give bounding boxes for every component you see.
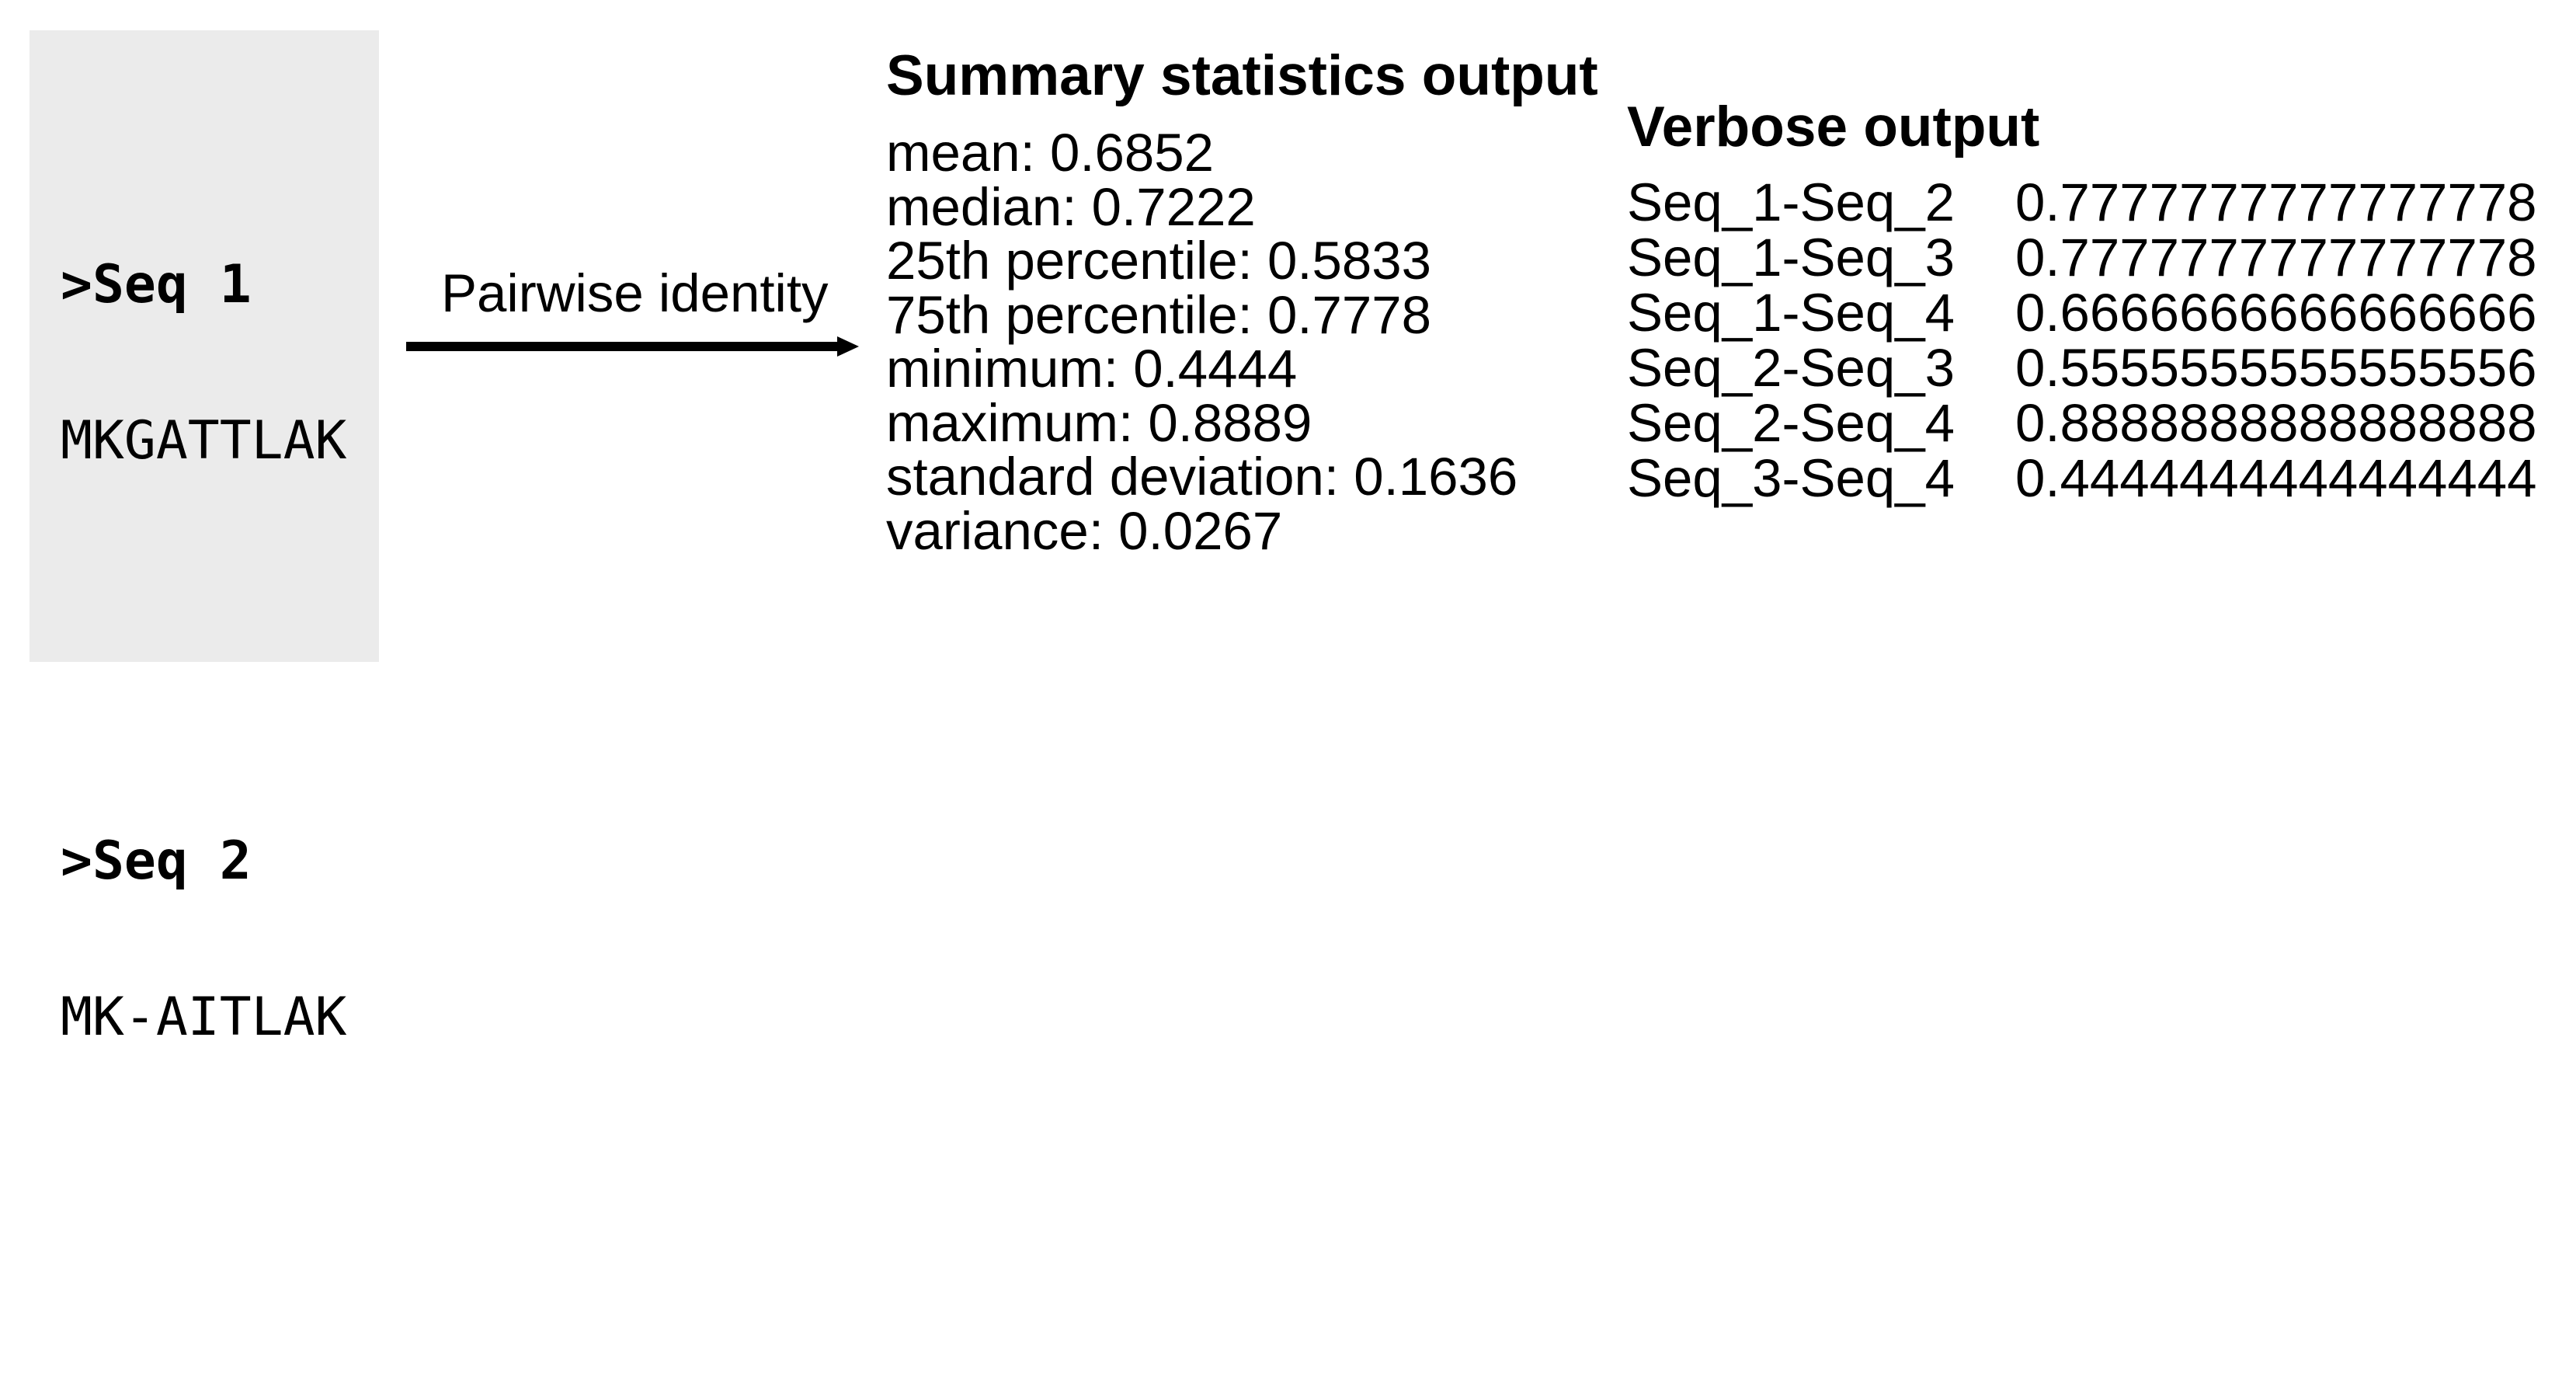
stat-value: 0.0267	[1118, 500, 1283, 561]
stats-list: mean: 0.6852 median: 0.7222 25th percent…	[886, 126, 1598, 558]
pair-label: Seq_1-Seq_4	[1627, 283, 1955, 343]
arrow-head-icon	[837, 336, 859, 357]
stat-separator: :	[1237, 231, 1267, 291]
fasta-record: >Seq 2 MK-AITLAK	[61, 731, 379, 1147]
stat-line: mean: 0.6852	[886, 126, 1598, 180]
verbose-row: Seq_3-Seq_4 0.4444444444444444	[1627, 451, 2537, 506]
fasta-input-panel: >Seq 1 MKGATTLAK >Seq 2 MK-AITLAK >Seq 3…	[30, 30, 379, 1044]
summary-output-panel: Summary statistics output mean: 0.6852 m…	[886, 47, 1598, 558]
stat-value: 0.6852	[1049, 123, 1214, 183]
fasta-header: >Seq 2	[61, 830, 252, 892]
verbose-title: Verbose output	[1627, 96, 2040, 158]
stat-separator: :	[1103, 339, 1134, 399]
stat-value: 0.5833	[1267, 231, 1432, 291]
stat-value: 0.4444	[1133, 339, 1298, 399]
stat-separator: :	[1323, 447, 1354, 507]
pair-label: Seq_2-Seq_4	[1627, 393, 1955, 453]
stat-line: maximum: 0.8889	[886, 392, 1598, 453]
verbose-output-panel: Verbose output Seq_1-Seq_2 0.777777777777…	[1627, 96, 2537, 507]
stat-value: 0.7778	[1267, 284, 1432, 345]
stat-line: median: 0.7222	[886, 176, 1598, 237]
stat-line: 75th percentile: 0.7778	[886, 284, 1598, 345]
pair-label: Seq_2-Seq_3	[1627, 338, 1955, 398]
stat-separator: :	[1088, 500, 1119, 561]
stat-value: 0.8889	[1148, 392, 1312, 453]
summary-title: Summary statistics output	[886, 44, 1598, 107]
pair-label: Seq_1-Seq_3	[1627, 228, 1955, 287]
pair-value: 0.7777777777777778	[2015, 172, 2537, 232]
stat-label: 75th percentile	[886, 284, 1238, 345]
stat-label: 25th percentile	[886, 231, 1238, 291]
pair-label: Seq_3-Seq_4	[1627, 448, 1955, 508]
stat-label: mean	[886, 123, 1020, 183]
stat-label: median	[886, 176, 1062, 237]
stat-label: maximum	[886, 392, 1119, 453]
verbose-row: Seq_1-Seq_4 0.6666666666666666	[1627, 285, 2537, 340]
fasta-sequence: MK-AITLAK	[61, 987, 347, 1048]
stat-line: minimum: 0.4444	[886, 342, 1598, 396]
pair-value: 0.4444444444444444	[2015, 448, 2537, 508]
fasta-record: >Seq 3 MKGATT--K	[61, 1307, 379, 1389]
fasta-record: >Seq 1 MKGATTLAK	[61, 155, 379, 571]
stat-line: standard deviation: 0.1636	[886, 450, 1598, 504]
stat-line: 25th percentile: 0.5833	[886, 234, 1598, 288]
figure-canvas: >Seq 1 MKGATTLAK >Seq 2 MK-AITLAK >Seq 3…	[0, 0, 2576, 1044]
stat-value: 0.7222	[1091, 176, 1256, 237]
stat-line: variance: 0.0267	[886, 500, 1598, 561]
pair-value: 0.7777777777777778	[2015, 228, 2537, 287]
pair-label: Seq_1-Seq_2	[1627, 172, 1955, 232]
verbose-row: Seq_2-Seq_4 0.8888888888888888	[1627, 395, 2537, 451]
stat-label: minimum	[886, 339, 1104, 399]
pair-value: 0.6666666666666666	[2015, 283, 2537, 343]
arrow-line	[406, 342, 838, 351]
stat-separator: :	[1237, 284, 1267, 345]
verbose-row: Seq_1-Seq_2 0.7777777777777778	[1627, 175, 2537, 230]
verbose-rows: Seq_1-Seq_2 0.7777777777777778 Seq_1-Seq_…	[1627, 175, 2537, 506]
stat-value: 0.1636	[1354, 447, 1518, 507]
pair-value: 0.8888888888888888	[2015, 393, 2537, 453]
pair-value: 0.5555555555555556	[2015, 338, 2537, 398]
fasta-sequence: MKGATTLAK	[61, 410, 347, 472]
stat-separator: :	[1062, 176, 1092, 237]
fasta-header: >Seq 1	[61, 254, 252, 315]
verbose-row: Seq_1-Seq_3 0.7777777777777778	[1627, 230, 2537, 285]
stat-label: standard deviation	[886, 447, 1324, 507]
stat-label: variance	[886, 500, 1089, 561]
stat-separator: :	[1020, 123, 1050, 183]
verbose-row: Seq_2-Seq_3 0.5555555555555556	[1627, 340, 2537, 395]
arrow-label: Pairwise identity	[441, 263, 829, 323]
stat-separator: :	[1118, 392, 1149, 453]
